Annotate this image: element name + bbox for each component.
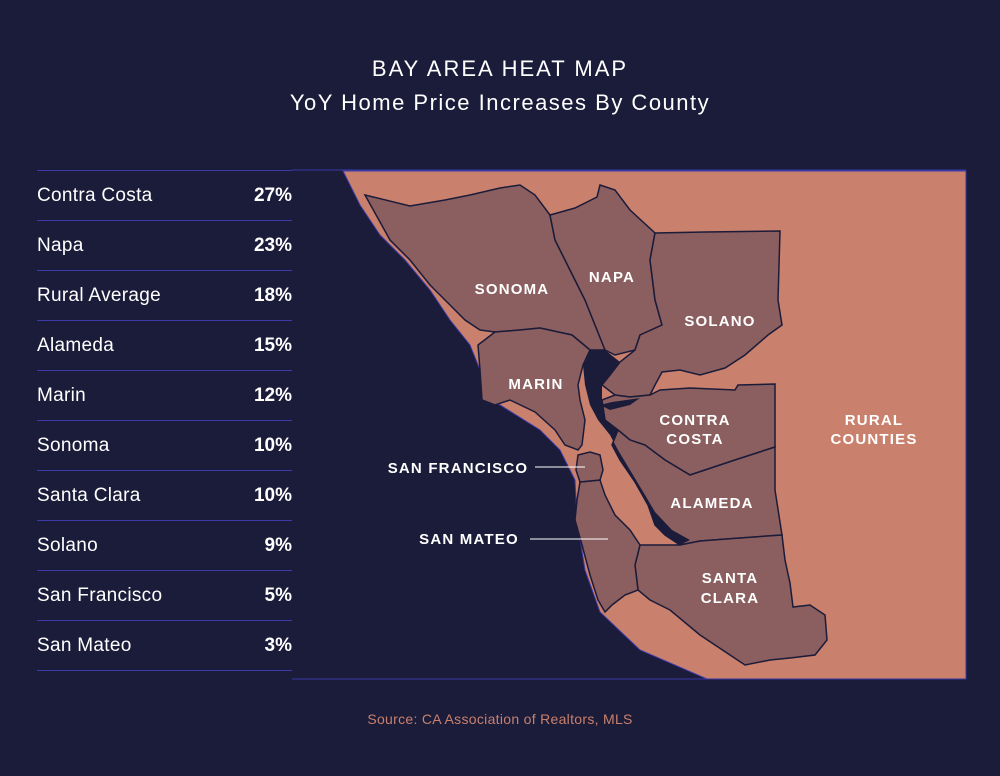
county-name: San Francisco: [37, 584, 163, 606]
county-value: 15%: [253, 334, 292, 356]
county-name: Napa: [37, 234, 84, 256]
region-san-francisco: [575, 451, 604, 483]
label-contra-costa-line1: CONTRA: [659, 412, 730, 429]
page-title: BAY AREA HEAT MAP: [371, 56, 629, 81]
county-value: 3%: [264, 634, 292, 656]
label-rural-line2: COUNTIES: [830, 431, 917, 448]
table-row: San Francisco 5%: [37, 571, 292, 621]
bay-water: [600, 398, 640, 410]
label-san-mateo: SAN MATEO: [419, 531, 519, 548]
label-rural-line1: RURAL: [845, 412, 904, 429]
region-marin: [477, 327, 591, 451]
label-san-francisco: SAN FRANCISCO: [388, 460, 529, 477]
table-row: Solano 9%: [37, 521, 292, 571]
county-value: 10%: [253, 434, 292, 456]
county-value: 10%: [253, 484, 292, 506]
page-subtitle: YoY Home Price Increases By County: [289, 90, 711, 115]
county-value: 9%: [264, 534, 292, 556]
label-sonoma: SONOMA: [475, 281, 550, 298]
label-napa: NAPA: [589, 269, 635, 286]
table-row: Rural Average 18%: [37, 271, 292, 321]
county-value: 18%: [253, 284, 292, 306]
label-alameda: ALAMEDA: [670, 495, 753, 512]
label-contra-costa-line2: COSTA: [666, 431, 723, 448]
county-value: 5%: [264, 584, 292, 606]
county-name: Solano: [37, 534, 98, 556]
source-note: Source: CA Association of Realtors, MLS: [367, 711, 633, 727]
table-row: Sonoma 10%: [37, 421, 292, 471]
table-row: San Mateo 3%: [37, 621, 292, 671]
table-row: Contra Costa 27%: [37, 171, 292, 221]
table-row: Marin 12%: [37, 371, 292, 421]
region-san-mateo: [574, 479, 641, 614]
table-row: Santa Clara 10%: [37, 471, 292, 521]
county-name: San Mateo: [37, 634, 132, 656]
label-solano: SOLANO: [684, 313, 755, 330]
table-row: Alameda 15%: [37, 321, 292, 371]
label-santa-clara-line1: SANTA: [702, 570, 759, 587]
region-solano: [600, 230, 783, 398]
county-table: Contra Costa 27% Napa 23% Rural Average …: [37, 170, 292, 671]
county-value: 23%: [253, 234, 292, 256]
county-name: Marin: [37, 384, 87, 406]
county-name: Sonoma: [37, 434, 110, 456]
label-santa-clara-line2: CLARA: [701, 590, 760, 607]
label-marin: MARIN: [508, 376, 563, 393]
table-row: Napa 23%: [37, 221, 292, 271]
county-value: 12%: [253, 384, 292, 406]
county-name: Contra Costa: [37, 184, 153, 206]
region-santa-clara: [634, 534, 828, 666]
county-name: Alameda: [37, 334, 115, 356]
county-name: Rural Average: [37, 284, 161, 306]
county-value: 27%: [253, 184, 292, 206]
county-name: Santa Clara: [37, 484, 141, 506]
bay-water: [583, 350, 690, 545]
